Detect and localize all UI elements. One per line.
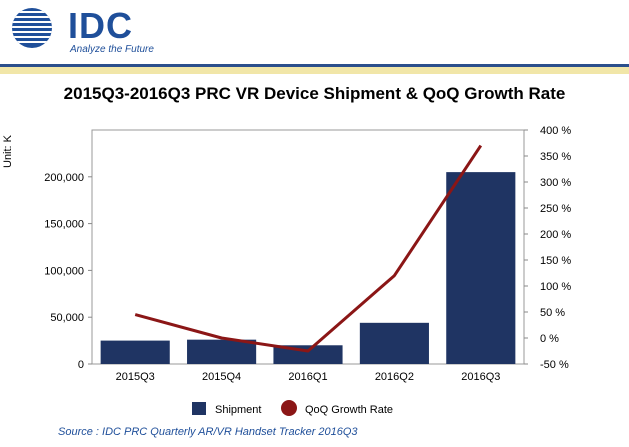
y-tick-label-left: 100,000 [44,265,84,277]
idc-logo: IDC Analyze the Future [8,6,188,56]
y-tick-label-left: 150,000 [44,219,84,231]
y-tick-label-left: 200,000 [44,172,84,184]
x-tick-label: 2016Q3 [461,371,500,383]
y-tick-label-right: -50 % [540,359,569,371]
y-tick-label-left: 0 [78,359,84,371]
header-rule [0,64,629,67]
bar-2016Q3 [446,172,516,364]
y-tick-label-right: 100 % [540,281,571,293]
header: IDC Analyze the Future [0,0,629,62]
growth-rate-line [134,144,483,353]
y-tick-label-left: 50,000 [50,312,84,324]
legend-label-shipment: Shipment [215,404,261,416]
y-tick-label-right: 200 % [540,229,571,241]
bar-2015Q3 [100,340,170,364]
y-tick-label-right: 250 % [540,203,571,215]
y-tick-label-right: 400 % [540,125,571,137]
y-tick-label-right: 350 % [540,151,571,163]
legend-swatch-shipment [192,402,206,415]
bar-2016Q2 [359,322,429,364]
y-tick-label-right: 0 % [540,333,559,345]
x-tick-label: 2015Q3 [116,371,155,383]
chart-title: 2015Q3-2016Q3 PRC VR Device Shipment & Q… [63,84,566,103]
bar-2015Q4 [187,339,257,364]
logo-tagline: Analyze the Future [70,44,154,55]
globe-icon [12,8,52,48]
x-tick-label: 2016Q2 [375,371,414,383]
bar-2016Q1 [273,345,343,364]
source-note: Source : IDC PRC Quarterly AR/VR Handset… [58,426,358,438]
x-tick-label: 2015Q4 [202,371,241,383]
y-tick-label-right: 300 % [540,177,571,189]
x-tick-label: 2016Q1 [288,371,327,383]
y-tick-label-right: 150 % [540,255,571,267]
y-tick-label-right: 50 % [540,307,565,319]
legend-label-growth: QoQ Growth Rate [305,404,393,416]
logo-text: IDC [68,5,133,46]
header-band [0,67,629,74]
legend-swatch-growth [281,400,297,416]
